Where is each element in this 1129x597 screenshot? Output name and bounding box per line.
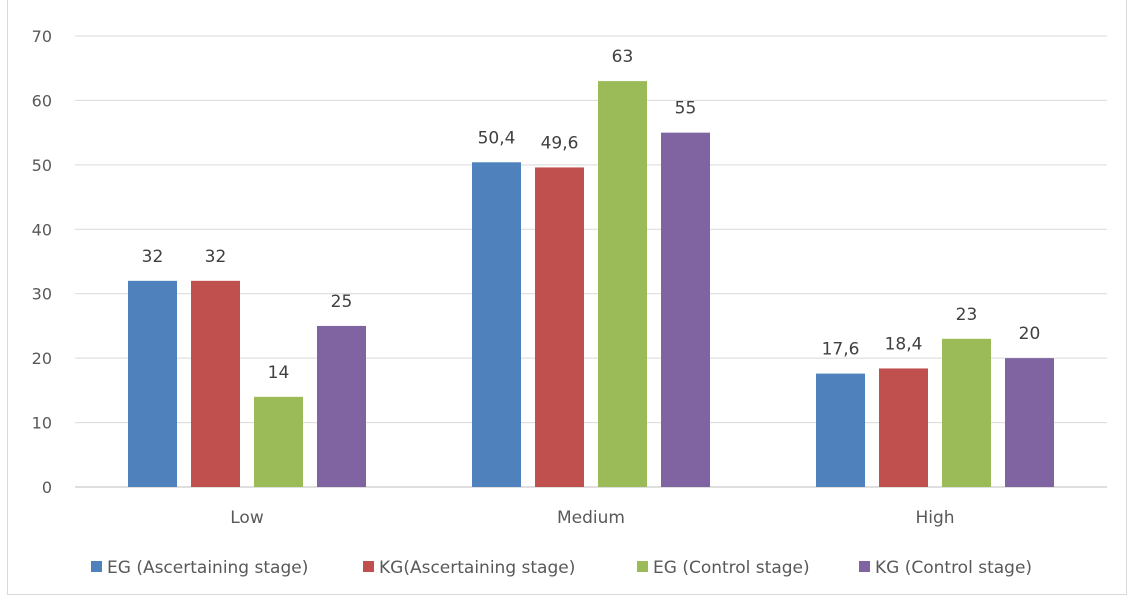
category-label: High xyxy=(915,508,954,528)
bar xyxy=(472,162,521,487)
bar xyxy=(598,81,647,487)
y-tick-label: 70 xyxy=(32,27,52,46)
data-label: 17,6 xyxy=(822,340,860,360)
y-tick-label: 0 xyxy=(42,478,52,497)
data-label: 49,6 xyxy=(541,133,579,153)
y-tick-label: 60 xyxy=(32,91,52,110)
y-tick-label: 40 xyxy=(32,220,52,239)
legend-swatch xyxy=(637,561,648,572)
data-label: 23 xyxy=(956,305,978,325)
legend-label: KG (Control stage) xyxy=(875,558,1032,578)
category-label: Medium xyxy=(557,508,625,528)
y-tick-label: 50 xyxy=(32,156,52,175)
bar xyxy=(535,167,584,488)
data-label: 32 xyxy=(205,247,227,267)
data-label: 55 xyxy=(675,99,697,119)
data-label: 14 xyxy=(268,363,290,383)
y-axis: 0 10 20 30 40 50 60 70 xyxy=(32,27,52,497)
legend-swatch xyxy=(363,561,374,572)
bar xyxy=(879,368,928,487)
data-label: 50,4 xyxy=(478,128,516,148)
data-labels: 32 32 14 25 50,4 49,6 63 55 17,6 18,4 23 20 xyxy=(142,47,1041,383)
bar xyxy=(254,396,303,487)
bar xyxy=(191,280,240,487)
y-tick-label: 30 xyxy=(32,285,52,304)
legend-swatch xyxy=(91,561,102,572)
bar xyxy=(1005,358,1054,487)
data-label: 63 xyxy=(612,47,634,67)
data-label: 25 xyxy=(331,292,353,312)
bar xyxy=(661,132,710,487)
legend-swatch xyxy=(859,561,870,572)
category-label: Low xyxy=(230,508,264,528)
legend-label: KG(Ascertaining stage) xyxy=(379,558,575,578)
bar xyxy=(317,325,366,487)
bar xyxy=(128,280,177,487)
legend-label: EG (Control stage) xyxy=(653,558,810,578)
bar xyxy=(816,373,865,487)
data-label: 18,4 xyxy=(885,334,923,354)
data-label: 20 xyxy=(1019,324,1041,344)
x-axis: Low Medium High xyxy=(230,508,954,528)
chart-frame xyxy=(7,0,1127,595)
gridlines xyxy=(75,35,1107,488)
y-tick-label: 10 xyxy=(32,414,52,433)
legend-label: EG (Ascertaining stage) xyxy=(107,558,308,578)
bars xyxy=(128,81,1054,488)
bar xyxy=(942,338,991,487)
data-label: 32 xyxy=(142,247,164,267)
y-tick-label: 20 xyxy=(32,349,52,368)
legend: EG (Ascertaining stage) KG(Ascertaining s… xyxy=(91,558,1032,578)
